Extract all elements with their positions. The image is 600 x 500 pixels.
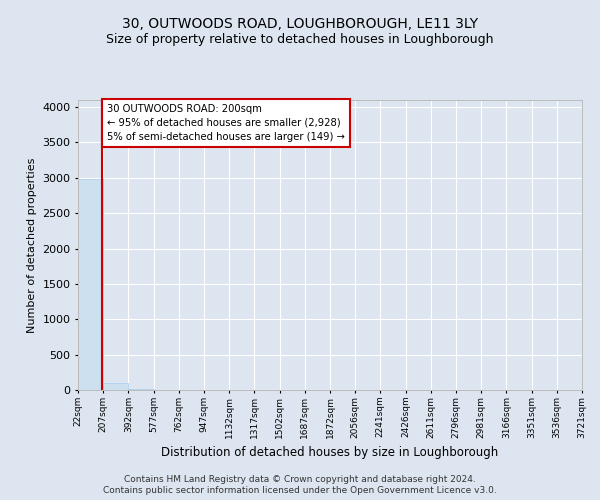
Text: Contains HM Land Registry data © Crown copyright and database right 2024.: Contains HM Land Registry data © Crown c… — [124, 475, 476, 484]
Y-axis label: Number of detached properties: Number of detached properties — [26, 158, 37, 332]
Text: Contains public sector information licensed under the Open Government Licence v3: Contains public sector information licen… — [103, 486, 497, 495]
Text: 30 OUTWOODS ROAD: 200sqm
← 95% of detached houses are smaller (2,928)
5% of semi: 30 OUTWOODS ROAD: 200sqm ← 95% of detach… — [107, 104, 345, 142]
Text: 30, OUTWOODS ROAD, LOUGHBOROUGH, LE11 3LY: 30, OUTWOODS ROAD, LOUGHBOROUGH, LE11 3L… — [122, 18, 478, 32]
Text: Size of property relative to detached houses in Loughborough: Size of property relative to detached ho… — [106, 32, 494, 46]
X-axis label: Distribution of detached houses by size in Loughborough: Distribution of detached houses by size … — [161, 446, 499, 459]
Bar — [78, 179, 103, 390]
Bar — [103, 382, 128, 390]
